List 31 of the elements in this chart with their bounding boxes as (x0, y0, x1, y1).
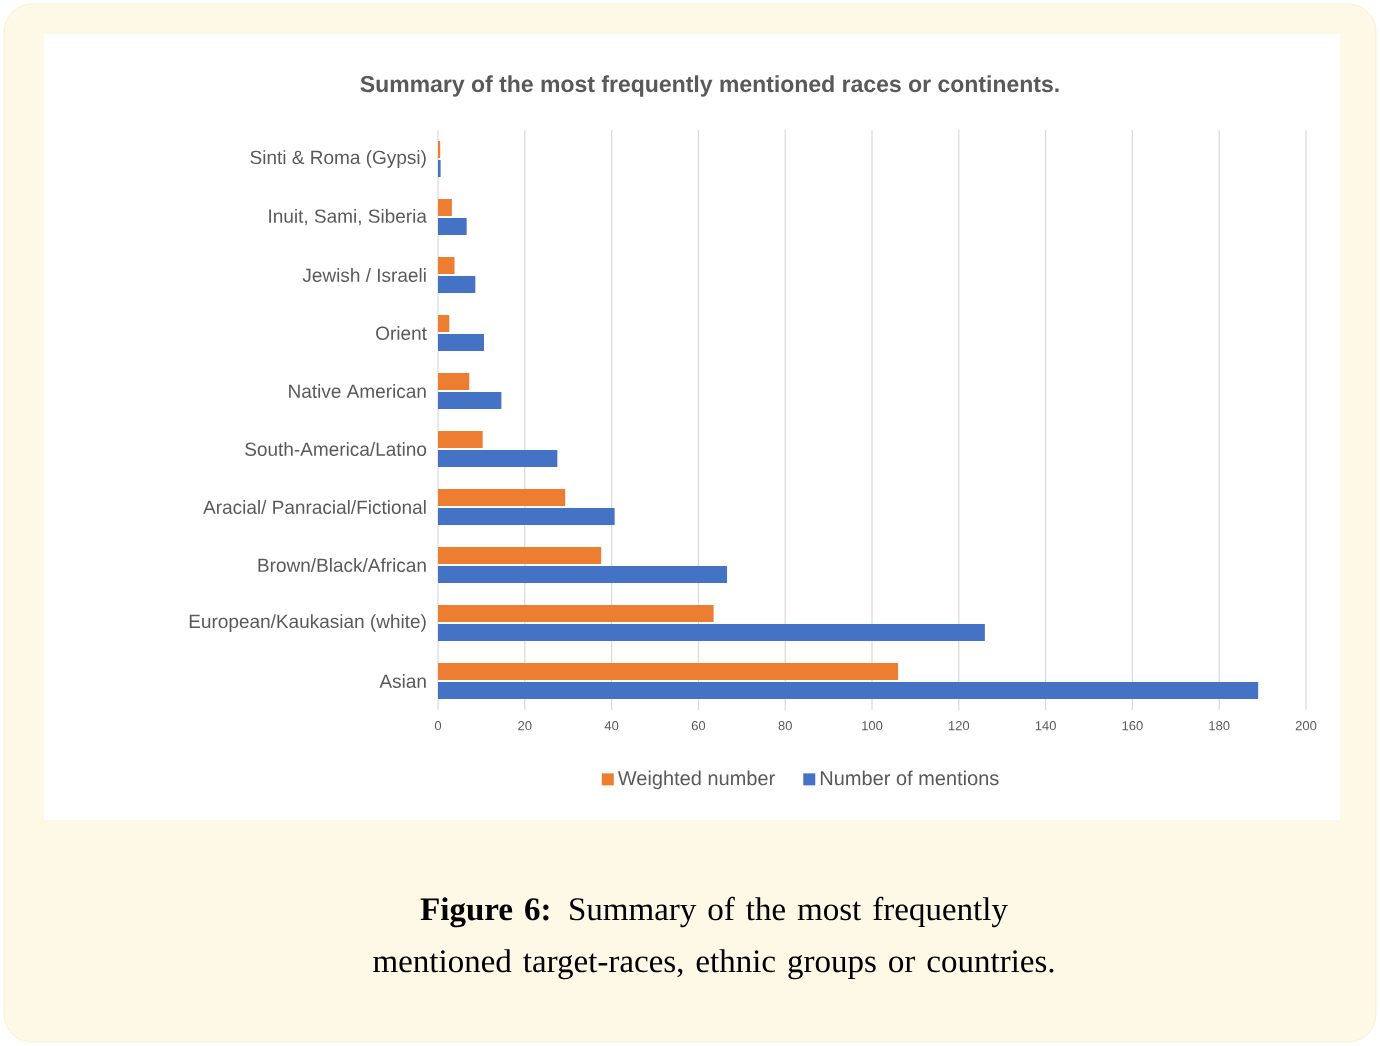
bar (438, 199, 452, 217)
bar (438, 218, 467, 236)
bar (438, 663, 899, 681)
y-tick-label: Asian (379, 674, 426, 688)
chart-title: Summary of the most frequently mentioned races or continents. (360, 75, 1059, 97)
bar (438, 566, 728, 584)
legend-label: Number of mentions (820, 770, 999, 786)
bar (438, 276, 476, 294)
legend-label: Weighted number (617, 770, 775, 790)
bar (438, 682, 1259, 700)
bar (438, 605, 714, 623)
text: Figure 6: Summary of the most frequently mentioned target-races, ethnic groups or countries. (373, 896, 1054, 980)
y-tick-label: Inuit, Sami, Siberia (269, 208, 427, 226)
bar (438, 431, 483, 449)
bar (438, 508, 615, 526)
y-tick-label: Orient (376, 326, 427, 340)
y-tick-label: Jewish / Israeli (302, 268, 426, 282)
y-tick-label: Native American (289, 384, 426, 398)
bar (438, 392, 502, 410)
bar (438, 334, 485, 352)
bar (438, 624, 985, 642)
y-tick-label: Brown/Black/African (258, 558, 426, 572)
y-tick-label: Aracial/ Panracial/Fictional (203, 500, 426, 514)
bar (438, 547, 602, 565)
bar (438, 450, 558, 468)
y-tick-label: South-America/Latino (245, 442, 427, 456)
bar (438, 489, 566, 507)
y-tick-label: Sinti & Roma (Gypsi) (250, 150, 426, 168)
bar (438, 257, 455, 275)
bar (438, 373, 470, 391)
y-tick-label: European/Kaukasian (white) (189, 614, 426, 632)
